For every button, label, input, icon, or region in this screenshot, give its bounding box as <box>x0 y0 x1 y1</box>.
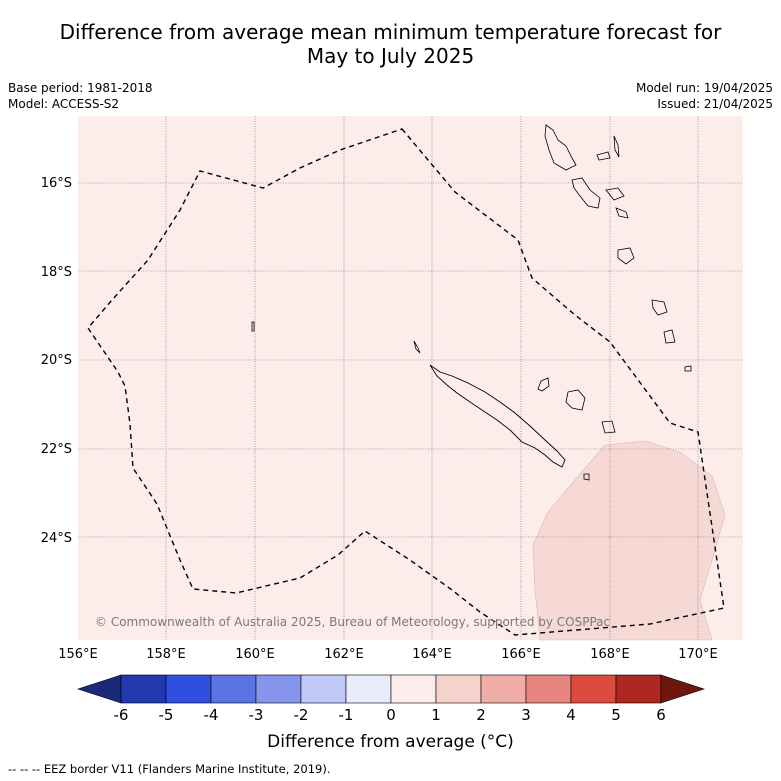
lon-label-160e: 160°E <box>235 647 275 662</box>
lon-label-170e: 170°E <box>678 647 718 662</box>
colorbar-swatch <box>390 674 437 704</box>
colorbar-swatch <box>300 674 347 704</box>
island-outline <box>605 187 625 201</box>
model-run-label: Model run: 19/04/2025 <box>635 81 773 95</box>
longitude-labels: 156°E 158°E 160°E 162°E 164°E 166°E 168°… <box>58 647 718 662</box>
lon-label-158e: 158°E <box>146 647 186 662</box>
island-outline <box>596 151 611 161</box>
lat-label-18s: 18°S <box>41 265 72 280</box>
chart-title-line-1: Difference from average mean minimum tem… <box>59 20 722 44</box>
island-outline <box>544 124 577 171</box>
island-outline <box>613 135 620 158</box>
island-outline <box>684 365 692 372</box>
colorbar-tick: 4 <box>566 706 576 724</box>
island-outline <box>413 340 421 354</box>
island-outline <box>537 377 550 392</box>
eez-border <box>87 128 725 636</box>
island-outline <box>571 177 601 209</box>
colorbar-tick: 5 <box>611 706 621 724</box>
eez-footnote: -- -- -- EEZ border V11 (Flanders Marine… <box>8 762 331 776</box>
island-outline <box>615 207 629 219</box>
colorbar-tick: -6 <box>113 706 129 724</box>
colorbar-tick: -4 <box>203 706 219 724</box>
island-outline <box>565 389 586 411</box>
warm-anomaly-patch <box>532 440 726 641</box>
colorbar-tick: 2 <box>476 706 486 724</box>
chart-title-line-2: May to July 2025 <box>306 44 475 68</box>
lon-label-166e: 166°E <box>501 647 541 662</box>
island-outline <box>617 247 635 265</box>
latitude-labels: 16°S 18°S 20°S 22°S 24°S <box>41 176 72 546</box>
island-outline <box>663 329 676 344</box>
colorbar-swatch <box>165 674 212 704</box>
island-outline <box>583 473 590 481</box>
colorbar-tick: 1 <box>431 706 441 724</box>
graticule <box>78 116 743 640</box>
colorbar-tick: 6 <box>656 706 666 724</box>
model-label: Model: ACCESS-S2 <box>8 97 120 111</box>
lon-label-168e: 168°E <box>590 647 630 662</box>
island-outline <box>651 299 668 316</box>
colorbar-swatch <box>435 674 482 704</box>
colorbar-tick: -2 <box>293 706 309 724</box>
colorbar-swatch <box>615 674 662 704</box>
island-outline <box>601 420 616 434</box>
colorbar-swatch <box>255 674 302 704</box>
colorbar-swatch <box>570 674 617 704</box>
colorbar-tick: 3 <box>521 706 531 724</box>
lat-label-22s: 22°S <box>41 442 72 457</box>
colorbar-swatch <box>480 674 527 704</box>
colorbar-arrow-low <box>77 674 122 704</box>
lat-label-16s: 16°S <box>41 176 72 191</box>
colorbar <box>77 674 705 704</box>
colorbar-swatch <box>345 674 392 704</box>
colorbar-swatch <box>120 674 167 704</box>
colorbar-swatch <box>210 674 257 704</box>
copyright-text: © Commownwealth of Australia 2025, Burea… <box>95 615 610 629</box>
colorbar-tick: -3 <box>248 706 264 724</box>
lon-label-162e: 162°E <box>324 647 364 662</box>
new-caledonia-island <box>429 364 566 468</box>
island-outline <box>251 321 255 332</box>
colorbar-tick: -1 <box>338 706 354 724</box>
lon-label-156e: 156°E <box>58 647 98 662</box>
lon-label-164e: 164°E <box>412 647 452 662</box>
colorbar-tick: -5 <box>158 706 174 724</box>
colorbar-arrow-high <box>660 674 705 704</box>
lat-label-20s: 20°S <box>41 353 72 368</box>
colorbar-tick: 0 <box>386 706 396 724</box>
colorbar-swatch <box>525 674 572 704</box>
issued-label: Issued: 21/04/2025 <box>657 97 773 111</box>
lat-label-24s: 24°S <box>41 531 72 546</box>
base-period-label: Base period: 1981-2018 <box>8 81 153 95</box>
colorbar-title: Difference from average (°C) <box>267 732 514 752</box>
